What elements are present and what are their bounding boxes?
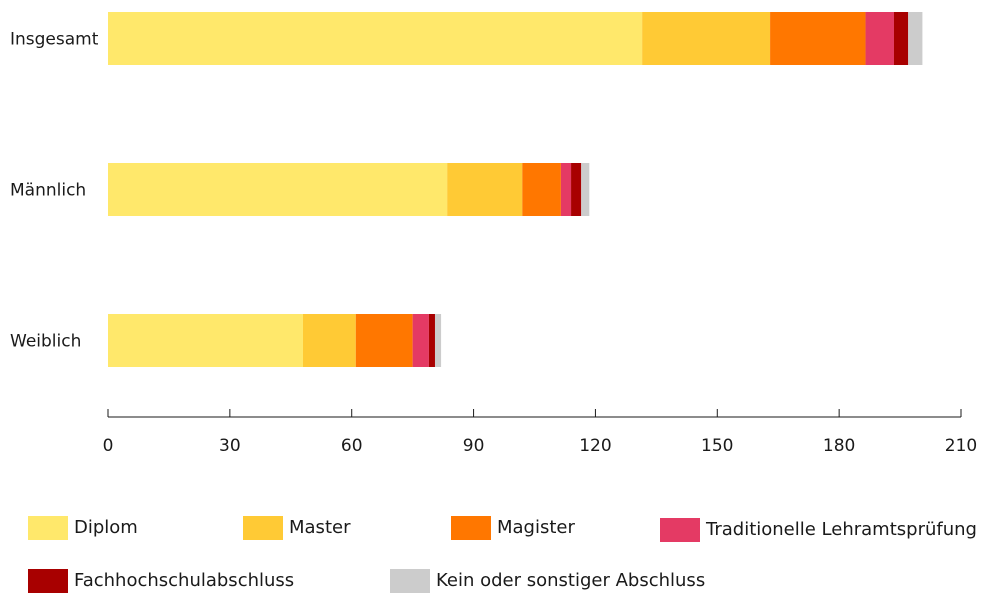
- x-tick-label-210: 210: [945, 436, 977, 456]
- bar-mannlich-magister: [522, 163, 561, 216]
- bar-mannlich-master: [447, 163, 523, 216]
- x-axis: 0 30 60 90 120 150 180 210: [103, 409, 977, 456]
- bar-insgesamt-fachhochschulabschluss: [893, 12, 909, 65]
- bar-weiblich-diplom: [108, 314, 303, 367]
- bar-mannlich-fachhochschulabschluss: [571, 163, 582, 216]
- bar-insgesamt-traditionelle-lehramtsprufung: [865, 12, 894, 65]
- x-tick-label-180: 180: [823, 436, 855, 456]
- bar-insgesamt-magister: [770, 12, 866, 65]
- bar-weiblich-master: [302, 314, 356, 367]
- x-tick-label-60: 60: [341, 436, 363, 456]
- bar-mannlich-diplom: [108, 163, 448, 216]
- category-label-mannlich: Männlich: [10, 181, 86, 201]
- bar-mannlich-traditionelle-lehramtsprufung: [560, 163, 572, 216]
- x-tick-label-150: 150: [701, 436, 733, 456]
- bar-weiblich-magister: [355, 314, 413, 367]
- category-labels: Insgesamt Männlich Weiblich: [10, 30, 99, 352]
- category-label-weiblich: Weiblich: [10, 332, 81, 352]
- bar-insgesamt-master: [642, 12, 771, 65]
- x-tick-label-90: 90: [463, 436, 485, 456]
- bar-mannlich-kein-oder-sonstiger-abschluss: [581, 163, 590, 216]
- x-tick-label-30: 30: [219, 436, 241, 456]
- bars: [108, 12, 923, 367]
- bar-insgesamt-kein-oder-sonstiger-abschluss: [908, 12, 923, 65]
- category-label-insgesamt: Insgesamt: [10, 30, 99, 50]
- bar-weiblich-traditionelle-lehramtsprufung: [412, 314, 429, 367]
- x-tick-label-120: 120: [579, 436, 611, 456]
- bar-weiblich-fachhochschulabschluss: [428, 314, 435, 367]
- x-tick-label-0: 0: [103, 436, 114, 456]
- bar-weiblich-kein-oder-sonstiger-abschluss: [434, 314, 442, 367]
- bar-insgesamt-diplom: [108, 12, 643, 65]
